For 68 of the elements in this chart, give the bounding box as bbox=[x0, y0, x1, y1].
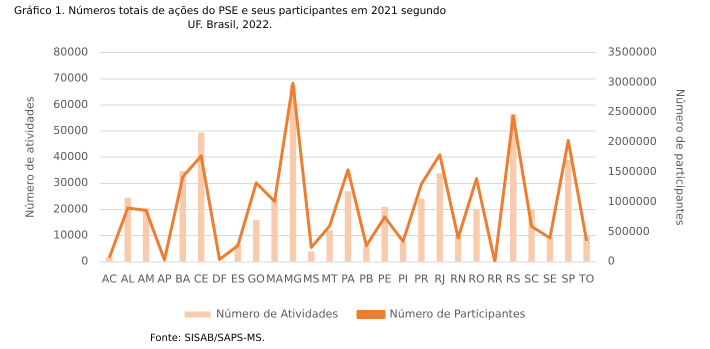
y2-tick-label: 3000000 bbox=[608, 75, 657, 88]
x-tick-label: MG bbox=[284, 272, 302, 286]
x-tick-label: MT bbox=[322, 272, 338, 286]
chart-title: Gráfico 1. Números totais de ações do PSE e seus participantes em 2021 segundo UF. Brasil, 2022. bbox=[12, 4, 448, 32]
bar bbox=[363, 245, 370, 262]
bar bbox=[382, 206, 388, 262]
x-tick-label: RO bbox=[468, 272, 485, 286]
source-note: Fonte: SISAB/SAPS-MS. bbox=[150, 333, 265, 344]
legend-label: Número de Participantes bbox=[390, 307, 526, 320]
x-tick-label: ES bbox=[230, 272, 245, 286]
y-tick-label: 70000 bbox=[53, 72, 88, 85]
x-tick-label: MA bbox=[266, 272, 284, 286]
y-tick-label: 40000 bbox=[53, 150, 88, 164]
bar bbox=[565, 160, 572, 262]
y-tick-label: 50000 bbox=[53, 124, 88, 137]
bar bbox=[271, 199, 278, 262]
x-tick-label: AL bbox=[120, 272, 136, 286]
y2-tick-label: 2000000 bbox=[608, 135, 657, 148]
bar bbox=[344, 191, 352, 262]
x-tick-label: SE bbox=[542, 272, 557, 286]
x-tick-label: RN bbox=[450, 272, 466, 286]
bar bbox=[124, 198, 131, 262]
x-tick-label: RJ bbox=[434, 272, 446, 286]
x-tick-label: SC bbox=[524, 272, 540, 286]
y-tick-label: 20000 bbox=[53, 202, 88, 216]
y-tick-label: 10000 bbox=[53, 228, 88, 242]
x-tick-label: AP bbox=[157, 272, 172, 286]
x-tick-label: RS bbox=[506, 272, 521, 286]
bar bbox=[308, 251, 314, 262]
y2-tick-label: 3500000 bbox=[608, 45, 657, 58]
x-tick-label: RR bbox=[487, 272, 503, 286]
y2-tick-label: 1500000 bbox=[608, 165, 657, 178]
x-tick-label: BA bbox=[175, 272, 191, 286]
bar bbox=[436, 173, 443, 262]
bar bbox=[546, 236, 554, 262]
y-axis-title: Número de atividades bbox=[23, 96, 36, 218]
x-tick-label: AM bbox=[138, 272, 155, 286]
bar bbox=[418, 199, 425, 262]
bar bbox=[583, 236, 590, 262]
y-tick-label: 60000 bbox=[53, 98, 88, 111]
x-tick-label: PA bbox=[341, 272, 356, 286]
y2-tick-label: 2500000 bbox=[608, 105, 657, 118]
x-tick-label: SP bbox=[561, 272, 576, 286]
y2-tick-label: 0 bbox=[608, 254, 615, 268]
bar bbox=[400, 242, 406, 262]
y-tick-label: 80000 bbox=[53, 45, 88, 58]
x-tick-label: PR bbox=[414, 272, 429, 286]
x-tick-label: TO bbox=[578, 272, 595, 286]
x-tick-label: PB bbox=[359, 272, 374, 286]
x-tick-label: PE bbox=[378, 272, 392, 286]
x-tick-label: CE bbox=[194, 272, 209, 286]
y2-axis-title: Número de participantes bbox=[674, 88, 687, 226]
bar bbox=[253, 220, 260, 262]
y-tick-label: 0 bbox=[81, 254, 88, 268]
bar bbox=[198, 132, 204, 262]
bar bbox=[454, 236, 462, 262]
x-tick-label: PI bbox=[398, 272, 408, 286]
x-tick-label: AC bbox=[102, 272, 118, 286]
x-tick-label: MS bbox=[303, 272, 320, 286]
bar bbox=[106, 257, 113, 262]
x-tick-label: GO bbox=[248, 272, 266, 286]
y2-tick-label: 1000000 bbox=[608, 194, 657, 208]
bar bbox=[473, 208, 480, 262]
bar bbox=[326, 230, 333, 262]
legend-label: Número de Atividades bbox=[216, 307, 338, 320]
y-tick-label: 30000 bbox=[53, 176, 88, 190]
y2-tick-label: 500000 bbox=[608, 224, 650, 238]
x-tick-label: DF bbox=[212, 272, 227, 286]
